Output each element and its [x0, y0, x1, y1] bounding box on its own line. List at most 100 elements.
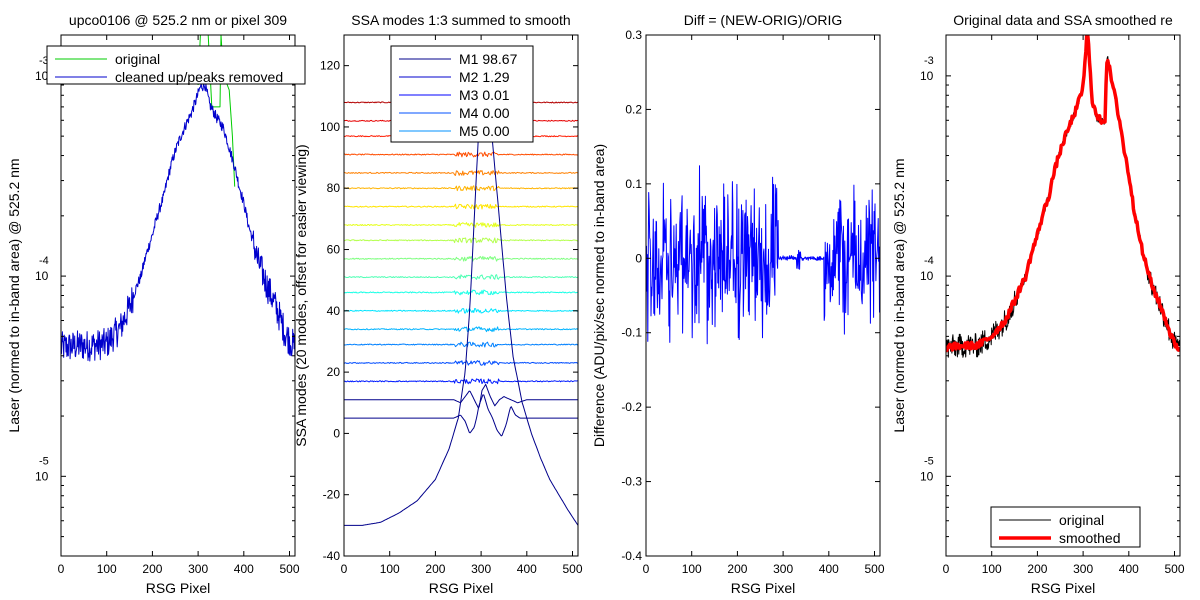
- legend-entry: original: [1059, 512, 1104, 528]
- x-tick-label: 500: [563, 562, 583, 576]
- plot-area: [61, 35, 295, 362]
- x-tick-label: 300: [471, 562, 491, 576]
- legend-box: [390, 45, 534, 143]
- legend-box: [46, 45, 306, 85]
- ssa-mode-1: [344, 82, 578, 526]
- y-tick-label: 80: [327, 181, 341, 195]
- plot-area: [946, 35, 1180, 358]
- y-tick-label: -0.3: [621, 475, 642, 489]
- y-tick-label: 0.2: [625, 102, 642, 116]
- legend: M1 98.67 M2 1.29 M3 0.01 M4 0.00 M5 0.00: [390, 45, 534, 143]
- legend-entry: M5 0.00: [459, 123, 510, 139]
- chart-title: upco0106 @ 525.2 nm or pixel 309: [69, 12, 287, 28]
- y-tick-exponent: -4: [39, 255, 49, 267]
- y-tick-label: 0.3: [625, 28, 642, 42]
- y-tick-label: 120: [320, 59, 340, 73]
- x-tick-label: 200: [142, 562, 162, 576]
- legend-entry: cleaned up/peaks removed: [115, 69, 283, 85]
- y-tick-label: 0.1: [625, 177, 642, 191]
- ssa-mode-7: [344, 326, 578, 333]
- y-axis-label: Laser (normed to in-band area) @ 525.2 n…: [891, 158, 907, 432]
- y-tick-exponent: -5: [924, 455, 934, 467]
- y-tick-label: -0.2: [621, 400, 642, 414]
- y-axis-label: Difference (ADU/pix/sec normed to in-ban…: [591, 144, 607, 447]
- x-tick-label: 400: [819, 562, 839, 576]
- axes-box: [60, 34, 296, 557]
- ssa-mode-11: [344, 255, 578, 262]
- y-tick-label: 10: [920, 69, 934, 83]
- ssa-mode-10: [344, 274, 578, 280]
- y-tick-label: -0.4: [621, 549, 642, 563]
- ssa-mode-4: [344, 378, 578, 385]
- x-tick-label: 100: [682, 562, 702, 576]
- ssa-mode-16: [344, 170, 578, 176]
- x-tick-label: 200: [425, 562, 445, 576]
- legend-entry: smoothed: [1059, 530, 1120, 546]
- y-tick-label: 10: [35, 269, 49, 283]
- y-axis-label: Laser (normed to in-band area) @ 525.2 n…: [6, 158, 22, 432]
- x-axis-label: RSG Pixel: [146, 580, 211, 596]
- x-tick-label: 100: [97, 562, 117, 576]
- y-tick-label: 10: [920, 269, 934, 283]
- x-tick-label: 200: [727, 562, 747, 576]
- axes-box: [645, 34, 881, 557]
- x-tick-label: 300: [188, 562, 208, 576]
- y-tick-label: 60: [327, 243, 341, 257]
- y-tick-exponent: -5: [39, 455, 49, 467]
- chart-title: Diff = (NEW-ORIG)/ORIG: [684, 12, 843, 28]
- x-axis-label: RSG Pixel: [731, 580, 796, 596]
- y-tick-exponent: -4: [924, 255, 934, 267]
- ssa-mode-14: [344, 203, 578, 210]
- ssa-mode-9: [344, 289, 578, 296]
- y-tick-exponent: -3: [924, 55, 934, 67]
- ssa-mode-5: [344, 360, 578, 366]
- x-tick-label: 500: [865, 562, 885, 576]
- panel-1: 0 100 200 300 400 500 -5 10 -4 10 -3 10 upco0106 @ 5…: [6, 12, 306, 596]
- x-tick-label: 100: [982, 562, 1002, 576]
- legend-entry: M2 1.29: [459, 69, 510, 85]
- series-original: [197, 35, 236, 187]
- y-tick-label: 20: [327, 365, 341, 379]
- series-smoothed: [946, 35, 1180, 353]
- legend-entry: M4 0.00: [459, 105, 510, 121]
- series-diff: [646, 165, 880, 345]
- ssa-mode-8: [344, 308, 578, 314]
- y-tick-label: -20: [323, 488, 341, 502]
- panel-3: 0 100 200 300 400 500 -0.4 -0.3 -0.2 -0.1 0 0.1 0.2 0…: [591, 12, 885, 596]
- y-axis-label: SSA modes (20 modes, offset for easier v…: [293, 144, 309, 446]
- legend: original cleaned up/peaks removed: [46, 45, 306, 85]
- ssa-mode-3: [344, 383, 578, 409]
- panel-2: 0 100 200 300 400 500 -40 -20 0 20 40 60 80 100 120 SSA…: [293, 12, 583, 596]
- chart-title: Original data and SSA smoothed re: [953, 12, 1173, 28]
- x-tick-label: 0: [643, 562, 650, 576]
- x-tick-label: 0: [943, 562, 950, 576]
- y-tick-label: 40: [327, 304, 341, 318]
- plot-area: [344, 82, 578, 526]
- x-axis-label: RSG Pixel: [1031, 580, 1096, 596]
- series-cleaned: [61, 81, 295, 362]
- x-tick-label: 200: [1027, 562, 1047, 576]
- ssa-mode-13: [344, 222, 578, 228]
- y-tick-label: 0: [333, 426, 340, 440]
- y-tick-label: 100: [320, 120, 340, 134]
- ssa-mode-6: [344, 341, 578, 348]
- x-tick-label: 400: [234, 562, 254, 576]
- y-tick-label: -0.1: [621, 326, 642, 340]
- legend: original smoothed: [990, 506, 1141, 548]
- y-tick-label: -40: [323, 549, 341, 563]
- x-tick-label: 400: [1119, 562, 1139, 576]
- x-tick-label: 300: [1073, 562, 1093, 576]
- axes-box: [945, 34, 1181, 557]
- ssa-mode-17: [344, 151, 578, 158]
- y-tick-label: 10: [920, 469, 934, 483]
- y-tick-label: 10: [35, 69, 49, 83]
- legend-entry: original: [115, 51, 160, 67]
- x-tick-label: 0: [341, 562, 348, 576]
- legend-entry: M3 0.01: [459, 87, 510, 103]
- y-tick-label: 0: [635, 251, 642, 265]
- ssa-mode-15: [344, 185, 578, 192]
- y-tick-exponent: -3: [39, 55, 49, 67]
- x-tick-label: 100: [380, 562, 400, 576]
- x-axis-label: RSG Pixel: [429, 580, 494, 596]
